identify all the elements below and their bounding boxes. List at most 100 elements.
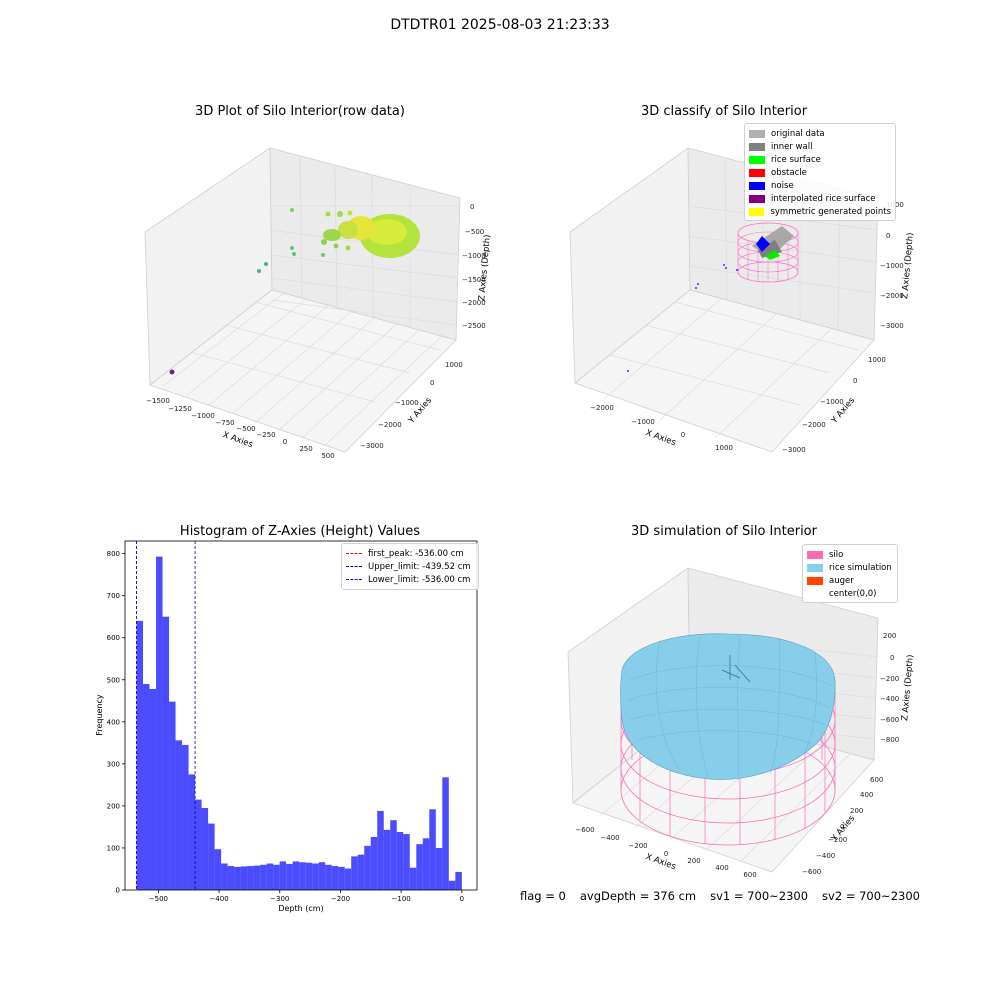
simulation-y-tick: 600 (870, 776, 883, 784)
simulation-x-tick: −400 (600, 834, 619, 842)
simulation-x-label: X Axies (644, 852, 677, 872)
histogram-x-tick-label: 0 (460, 895, 464, 903)
simulation-y-tick: 0 (840, 823, 844, 831)
classify-x-tick: −2000 (590, 404, 614, 412)
histogram-bar (377, 810, 384, 890)
histogram-bar (162, 616, 170, 890)
flag-value: flag = 0 (520, 889, 566, 903)
simulation-x-tick: 0 (664, 850, 668, 858)
histogram-bar (227, 866, 235, 890)
legend-entry-upper-limit: Upper_limit: -439.52 cm (346, 560, 474, 573)
histogram-bar (149, 689, 157, 890)
raw-z-tick: −2500 (462, 322, 486, 330)
histogram-bar (364, 845, 371, 890)
legend-entry-obstacle: obstacle (749, 166, 891, 179)
simulation-rice-surface (620, 633, 836, 780)
legend-line-red (346, 553, 362, 554)
simulation-z-tick: 0 (890, 654, 894, 662)
classify-y-tick: 0 (853, 377, 857, 385)
histogram-y-tick-label: 600 (107, 634, 120, 642)
raw-y-tick: −3000 (360, 442, 384, 450)
classify-y-tick: −1000 (820, 398, 844, 406)
raw-y-tick: 1000 (445, 361, 463, 369)
raw-z-tick: −2000 (462, 299, 486, 307)
legend-swatch (807, 550, 823, 559)
classify-x-tick: 0 (681, 431, 685, 439)
legend-entry-interpolated-rice-surface: interpolated rice surface (749, 192, 891, 205)
classify-z-tick: −3000 (880, 322, 904, 330)
legend-entry-auger: auger (807, 574, 893, 587)
histogram-bar (409, 867, 417, 890)
histogram-bar (169, 701, 176, 890)
raw-z-tick: 0 (470, 203, 474, 211)
simulation-y-tick: −400 (816, 852, 835, 860)
legend-line-navy (346, 566, 362, 567)
histogram-bar (221, 863, 228, 890)
histogram-bar (201, 808, 209, 890)
histogram-bar (403, 834, 410, 890)
simulation-3d-plot: −600 −400 −200 0 200 400 600 600 400 200… (567, 567, 916, 879)
histogram-bar (312, 863, 319, 890)
classify-silo-cylinder (737, 222, 799, 283)
histogram-bar (195, 799, 202, 890)
histogram-y-tick-label: 100 (107, 844, 120, 852)
histogram-bar (396, 831, 404, 890)
histogram-bar (435, 847, 443, 890)
histogram-x-tick-label: −400 (209, 895, 228, 903)
simulation-x-tick: 400 (715, 864, 728, 872)
histogram-bar (279, 861, 287, 890)
raw-x-tick-labels: −1500 −1250 −1000 −750 −500 −250 0 250 5… (146, 397, 335, 460)
histogram-bar (299, 862, 306, 890)
raw-x-tick: −1250 (168, 405, 192, 413)
status-footer: flag = 0 avgDepth = 376 cm sv1 = 700~2300 s… (520, 889, 934, 903)
raw-3d-plot: −1500 −1250 −1000 −750 −500 −250 0 250 5… (144, 147, 493, 460)
histogram-y-label: Frequency (95, 694, 104, 736)
histogram-chart: −500 −400 −300 −200 −100 0 0 100 200 300 400 500 60… (95, 540, 478, 913)
histogram-bar (143, 683, 150, 890)
classify-y-tick: −3000 (782, 446, 806, 454)
simulation-z-label: Z Axies (Depth) (900, 654, 916, 721)
histogram-bar (318, 862, 326, 890)
histogram-y-tick-label: 800 (107, 550, 120, 558)
raw-x-tick: 250 (299, 445, 312, 453)
simulation-z-tick: −400 (880, 695, 899, 703)
legend-swatch (807, 576, 823, 585)
legend-entry-first-peak: first_peak: -536.00 cm (346, 547, 474, 560)
simulation-z-tick: −600 (880, 716, 899, 724)
classify-z-tick: −2000 (880, 292, 904, 300)
simulation-y-tick: 200 (850, 807, 863, 815)
legend-entry-noise: noise (749, 179, 891, 192)
histogram-title: Histogram of Z-Axies (Height) Values (179, 524, 421, 539)
classify-3d-plot: −2000 −1000 0 1000 1000 0 −1000 −2000 −3… (569, 147, 916, 454)
histogram-bar (455, 871, 462, 890)
histogram-bar (331, 866, 339, 890)
simulation-z-tick: −800 (880, 736, 899, 744)
histogram-bar (175, 740, 183, 890)
legend-swatch (749, 207, 765, 216)
histogram-x-ticks: −500 −400 −300 −200 −100 0 (149, 890, 464, 903)
histogram-y-tick-label: 0 (116, 887, 120, 895)
simulation-y-tick: −600 (802, 868, 821, 876)
histogram-x-tick-label: −500 (149, 895, 168, 903)
legend-entry-original-data: original data (749, 127, 891, 140)
raw-x-tick: −250 (256, 431, 275, 439)
legend-entry-symmetric-generated-points: symmetric generated points (749, 205, 891, 218)
histogram-frame (124, 540, 478, 891)
simulation-x-tick-labels: −600 −400 −200 0 200 400 600 (575, 826, 756, 879)
legend-swatch (807, 590, 823, 598)
simulation-z-tick-labels: 200 0 −200 −400 −600 −800 (880, 632, 899, 744)
histogram-bar (247, 866, 254, 890)
classify-z-tick: 0 (886, 232, 890, 240)
histogram-y-tick-label: 200 (107, 802, 120, 810)
histogram-y-ticks: 0 100 200 300 400 500 600 700 800 (107, 550, 125, 895)
histogram-bars (136, 556, 462, 890)
histogram-bar (442, 777, 449, 890)
raw-x-tick: −750 (215, 419, 234, 427)
histogram-y-tick-label: 400 (107, 718, 120, 726)
classify-x-tick: 1000 (715, 444, 733, 452)
raw-z-tick: −1500 (462, 276, 486, 284)
histogram-bar (208, 823, 215, 890)
legend-swatch (749, 194, 765, 203)
histogram-bar (214, 849, 222, 890)
raw-x-tick: 500 (321, 452, 334, 460)
